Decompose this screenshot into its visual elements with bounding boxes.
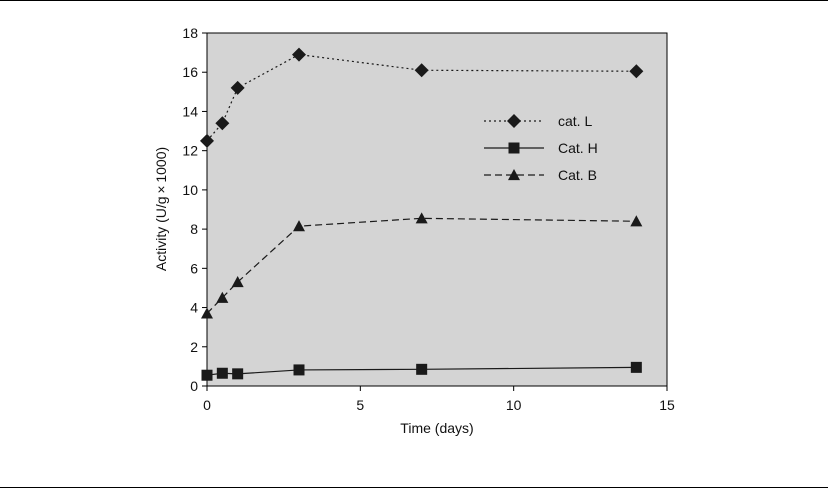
data-point	[232, 368, 244, 380]
data-point	[630, 361, 642, 373]
series-cat-b	[201, 212, 643, 319]
data-point	[201, 307, 213, 319]
x-axis-label: Time (days)	[400, 420, 473, 436]
data-point	[630, 215, 643, 227]
data-point	[293, 364, 305, 376]
series-cat-h	[201, 361, 642, 381]
data-point	[629, 64, 644, 79]
y-tick-label: 6	[190, 260, 198, 276]
series-cat-l	[200, 47, 644, 148]
series-layer	[200, 47, 644, 381]
legend-marker	[508, 142, 520, 154]
x-axis: 0 5 10 15	[203, 386, 675, 413]
data-point	[292, 47, 306, 62]
top-rule	[0, 0, 828, 1]
data-point	[216, 291, 229, 303]
data-point	[293, 220, 305, 232]
data-point	[414, 63, 429, 78]
y-tick-label: 12	[182, 143, 198, 159]
data-point	[416, 363, 428, 375]
y-axis-label: Activity (U/g × 1000)	[153, 147, 169, 271]
data-point	[216, 367, 228, 379]
plot-area	[206, 32, 668, 387]
data-point	[201, 369, 213, 381]
legend-label: Cat. H	[558, 140, 598, 156]
legend-item: Cat. B	[484, 167, 597, 183]
y-tick-label: 8	[190, 221, 198, 237]
x-tick-label: 0	[203, 397, 211, 413]
y-tick-label: 4	[190, 300, 198, 316]
legend-label: cat. L	[558, 113, 592, 129]
x-tick-label: 15	[659, 397, 675, 413]
x-tick-label: 5	[356, 397, 364, 413]
legend-item: Cat. H	[484, 140, 598, 156]
y-tick-label: 14	[182, 103, 198, 119]
bottom-rule	[0, 487, 828, 488]
legend-marker	[507, 114, 521, 128]
data-point	[415, 212, 428, 224]
y-axis: 0 2 4 6 8 10 12 14 16 18	[182, 25, 207, 394]
data-point	[231, 276, 244, 288]
legend: cat. L Cat. H Cat. B	[484, 113, 598, 183]
legend-label: Cat. B	[558, 167, 597, 183]
legend-item: cat. L	[484, 113, 592, 129]
data-point	[215, 116, 230, 131]
y-tick-label: 2	[190, 339, 198, 355]
y-tick-label: 10	[182, 182, 198, 198]
data-point	[200, 133, 214, 148]
data-point	[230, 80, 245, 95]
x-tick-label: 10	[506, 397, 522, 413]
y-tick-label: 0	[190, 378, 198, 394]
legend-marker	[508, 169, 520, 181]
y-tick-label: 18	[182, 25, 198, 41]
series-line	[206, 53, 637, 142]
y-tick-label: 16	[182, 64, 198, 80]
